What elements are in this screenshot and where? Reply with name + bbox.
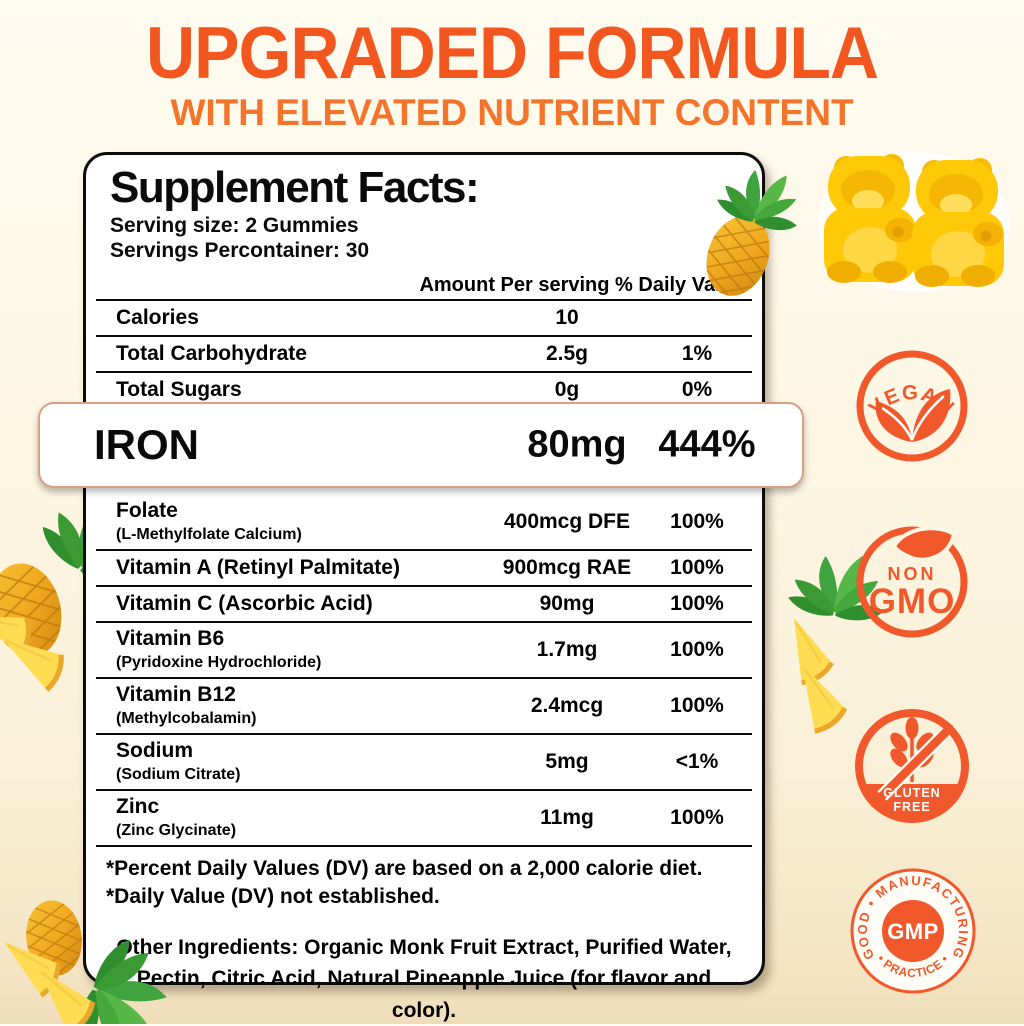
row-dv: 100%	[670, 556, 724, 579]
table-row-vitamin-a: Vitamin A (Retinyl Palmitate) 900mcg RAE…	[96, 549, 752, 585]
nutrient-name: Zinc	[116, 795, 160, 819]
gummy-bear	[824, 154, 916, 283]
row-amount: 10	[555, 306, 579, 329]
row-amount: 90mg	[539, 592, 595, 615]
iron-dv: 444%	[658, 423, 756, 466]
gummy-bear	[912, 158, 1004, 287]
leaf-icon	[875, 389, 951, 442]
row-name: Vitamin C (Ascorbic Acid)	[116, 592, 373, 616]
iron-highlight-row: IRON 80mg 444%	[38, 402, 804, 488]
row-amount: 0g	[554, 378, 580, 401]
nutrient-form: (Sodium Citrate)	[116, 766, 241, 783]
row-name: Total Sugars	[116, 378, 242, 402]
supplement-facts-panel: Supplement Facts: Serving size: 2 Gummie…	[83, 152, 765, 1022]
page-subtitle: WITH ELEVATED NUTRIENT CONTENT	[170, 92, 854, 133]
gummy-bears-image	[818, 152, 1010, 292]
slash-icon	[870, 724, 954, 808]
pineapple-whole-image	[672, 155, 812, 318]
iron-amount: 80mg	[527, 423, 627, 466]
table-row-calories: Calories 10	[96, 301, 752, 335]
row-amount: 11mg	[540, 806, 594, 829]
row-amount: 900mcg RAE	[502, 556, 632, 579]
gluten-free-line2: FREE	[893, 800, 930, 814]
table-row-sugars: Total Sugars 0g 0%	[96, 371, 752, 407]
non-gmo-line1: NON	[888, 564, 937, 584]
table-row-sodium: Sodium (Sodium Citrate) 5mg <1%	[96, 733, 752, 789]
vegan-label: VEGAN	[864, 381, 958, 420]
gmp-center-label: GMP	[887, 919, 939, 944]
badge-ring	[855, 709, 969, 823]
gluten-free-badge: GLUTEN FREE	[855, 709, 969, 823]
nutrient-name: Vitamin B12	[116, 683, 236, 707]
gmp-badge: GMP GOOD • MANUFACTURING • PRACTICE •	[850, 868, 976, 994]
table-row-carbohydrate: Total Carbohydrate 2.5g 1%	[96, 335, 752, 371]
pineapple-bottom-left-image	[0, 872, 182, 1024]
nutrient-form: (Zinc Glycinate)	[116, 822, 237, 839]
vegan-badge: VEGAN	[856, 350, 968, 462]
row-dv: 0%	[681, 378, 713, 401]
non-gmo-badge: NON GMO	[856, 526, 968, 638]
iron-name: IRON	[94, 421, 199, 468]
row-name: Vitamin B12 (Methylcobalamin)	[116, 684, 492, 728]
footnote-not-established: *Daily Value (DV) not established.	[106, 885, 440, 909]
nutrient-form: (Pyridoxine Hydrochloride)	[116, 654, 322, 671]
nutrient-name: Sodium	[116, 739, 193, 763]
page-title: UPGRADED FORMULA	[146, 11, 879, 95]
table-row-vitamin-b6: Vitamin B6 (Pyridoxine Hydrochloride) 1.7…	[96, 621, 752, 677]
row-name: Vitamin B6 (Pyridoxine Hydrochloride)	[116, 628, 492, 672]
row-amount: 2.5g	[545, 342, 589, 365]
row-amount: 400mcg DFE	[503, 510, 631, 533]
svg-text:VEGAN: VEGAN	[864, 381, 959, 420]
row-dv: 100%	[670, 592, 724, 615]
nutrient-form: (L-Methylfolate Calcium)	[116, 526, 302, 543]
row-name: Total Carbohydrate	[116, 342, 307, 366]
table-row-zinc: Zinc (Zinc Glycinate) 11mg 100%	[96, 789, 752, 845]
row-dv: 100%	[670, 694, 724, 717]
table-row-folate: Folate (L-Methylfolate Calcium) 400mcg DF…	[96, 495, 752, 549]
column-header: Amount Per serving % Daily Value	[96, 271, 752, 301]
serving-size: Serving size: 2 Gummies	[110, 214, 359, 237]
nutrient-name: Folate	[116, 499, 178, 523]
row-name: Folate (L-Methylfolate Calcium)	[116, 500, 492, 544]
panel-title: Supplement Facts:	[110, 163, 480, 212]
table-row-vitamin-b12: Vitamin B12 (Methylcobalamin) 2.4mcg 100%	[96, 677, 752, 733]
leaf-icon	[891, 526, 957, 562]
servings-per-container: Servings Percontainer: 30	[110, 239, 370, 262]
row-dv: 100%	[670, 638, 724, 661]
row-dv: 100%	[670, 806, 724, 829]
badge-inner-disc	[882, 900, 944, 962]
non-gmo-line2: GMO	[869, 582, 956, 621]
other-ingredients: Other Ingredients: Organic Monk Fruit Ex…	[116, 935, 732, 1022]
row-name: Calories	[116, 306, 199, 330]
row-dv: 100%	[670, 510, 724, 533]
row-dv: 1%	[681, 342, 713, 365]
badge-ring	[856, 350, 968, 462]
footnotes: *Percent Daily Values (DV) are based on …	[96, 845, 752, 918]
row-amount: 2.4mcg	[530, 694, 604, 717]
nutrient-name: Vitamin B6	[116, 627, 225, 651]
footnote-dv: *Percent Daily Values (DV) are based on …	[106, 857, 703, 880]
row-name: Zinc (Zinc Glycinate)	[116, 796, 492, 840]
row-dv: <1%	[675, 750, 719, 773]
nutrient-form: (Methylcobalamin)	[116, 710, 257, 727]
row-name: Vitamin A (Retinyl Palmitate)	[116, 556, 400, 580]
row-name: Sodium (Sodium Citrate)	[116, 740, 492, 784]
gluten-free-line1: GLUTEN	[883, 786, 940, 800]
table-row-vitamin-c: Vitamin C (Ascorbic Acid) 90mg 100%	[96, 585, 752, 621]
row-amount: 5mg	[545, 750, 589, 773]
row-amount: 1.7mg	[536, 638, 598, 661]
facts-table: Amount Per serving % Daily Value Calorie…	[96, 271, 752, 845]
